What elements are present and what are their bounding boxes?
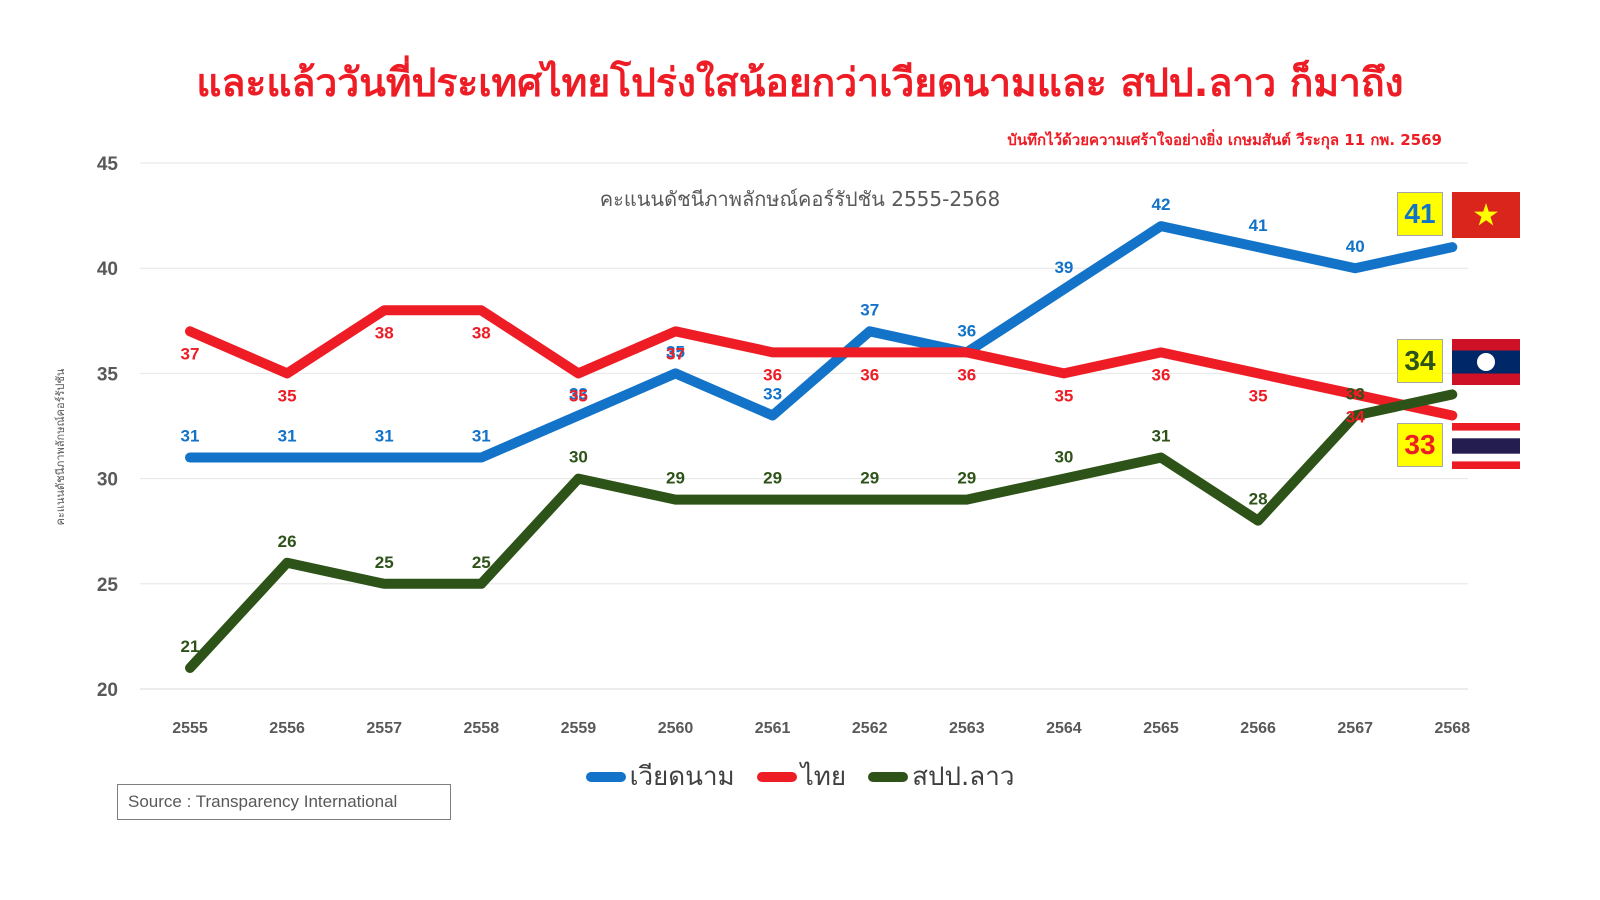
x-tick-label: 2560 bbox=[658, 720, 694, 737]
data-label-thailand: 37 bbox=[181, 344, 200, 363]
data-label-vietnam: 37 bbox=[860, 300, 879, 319]
y-tick-label: 30 bbox=[97, 470, 118, 491]
x-tick-label: 2557 bbox=[366, 720, 402, 737]
data-label-thailand: 38 bbox=[375, 323, 394, 342]
data-label-thailand: 36 bbox=[1152, 365, 1171, 384]
legend-swatch-thailand bbox=[756, 771, 797, 782]
x-tick-label: 2568 bbox=[1435, 720, 1471, 737]
data-label-vietnam: 40 bbox=[1346, 237, 1365, 256]
x-tick-label: 2564 bbox=[1046, 720, 1082, 737]
data-label-laos: 25 bbox=[472, 553, 491, 572]
data-label-vietnam: 31 bbox=[472, 427, 491, 446]
x-tick-label: 2566 bbox=[1240, 720, 1276, 737]
laos-flag-icon bbox=[1452, 339, 1520, 385]
data-label-vietnam: 36 bbox=[957, 321, 976, 340]
data-label-vietnam: 41 bbox=[1249, 216, 1268, 235]
legend-label-laos: สปป.ลาว bbox=[912, 762, 1015, 792]
source-note: Source : Transparency International bbox=[117, 784, 451, 820]
legend-swatch-vietnam bbox=[585, 771, 626, 782]
data-label-thailand: 36 bbox=[957, 365, 976, 384]
series-line-laos bbox=[185, 389, 1458, 673]
chart-legend: เวียดนาม ไทย สปป.ลาว bbox=[0, 756, 1600, 797]
data-label-laos: 26 bbox=[278, 532, 297, 551]
series-line-vietnam bbox=[185, 221, 1458, 463]
data-label-laos: 31 bbox=[1152, 427, 1171, 446]
data-label-laos: 29 bbox=[666, 469, 685, 488]
y-tick-label: 40 bbox=[97, 259, 118, 280]
legend-label-vietnam: เวียดนาม bbox=[629, 762, 735, 792]
y-tick-label: 20 bbox=[97, 680, 118, 701]
data-label-thailand: 36 bbox=[763, 365, 782, 384]
x-tick-label: 2562 bbox=[852, 720, 888, 737]
data-label-thailand: 35 bbox=[1249, 386, 1268, 405]
data-label-vietnam: 33 bbox=[569, 384, 588, 403]
y-axis-label: คะแนนดัชนีภาพลักษณ์คอร์รัปชัน bbox=[54, 368, 67, 525]
x-tick-label: 2565 bbox=[1143, 720, 1179, 737]
data-label-thailand: 34 bbox=[1346, 407, 1365, 426]
data-label-vietnam: 39 bbox=[1054, 258, 1073, 277]
data-label-thailand: 37 bbox=[666, 344, 685, 363]
data-label-laos: 29 bbox=[860, 469, 879, 488]
data-label-laos: 28 bbox=[1249, 490, 1268, 509]
x-tick-label: 2559 bbox=[561, 720, 597, 737]
legend-label-thailand: ไทย bbox=[800, 762, 847, 792]
data-label-laos: 30 bbox=[1054, 448, 1073, 467]
chart-title: คะแนนดัชนีภาพลักษณ์คอร์รัปชัน 2555-2568 bbox=[600, 187, 1000, 211]
y-tick-label: 45 bbox=[97, 154, 119, 175]
y-tick-label: 35 bbox=[97, 364, 119, 385]
data-label-vietnam: 31 bbox=[278, 427, 297, 446]
data-label-vietnam: 31 bbox=[375, 427, 394, 446]
data-label-laos: 29 bbox=[763, 469, 782, 488]
x-tick-label: 2558 bbox=[464, 720, 500, 737]
data-label-thailand: 35 bbox=[1054, 386, 1073, 405]
x-tick-label: 2555 bbox=[172, 720, 208, 737]
data-label-vietnam: 31 bbox=[181, 427, 200, 446]
badge-vietnam-value: 41 bbox=[1404, 198, 1436, 229]
badge-thailand: 33 bbox=[1397, 423, 1443, 467]
badge-vietnam: 41 bbox=[1397, 192, 1443, 236]
x-tick-label: 2567 bbox=[1337, 720, 1373, 737]
data-label-thailand: 35 bbox=[569, 386, 588, 405]
x-tick-label: 2563 bbox=[949, 720, 985, 737]
legend-item-thailand: ไทย bbox=[756, 756, 847, 797]
data-label-vietnam: 33 bbox=[763, 384, 782, 403]
data-label-thailand: 36 bbox=[860, 365, 879, 384]
thailand-flag-icon bbox=[1452, 423, 1520, 469]
data-label-laos: 21 bbox=[181, 637, 200, 656]
legend-item-vietnam: เวียดนาม bbox=[585, 756, 735, 797]
legend-item-laos: สปป.ลาว bbox=[868, 756, 1014, 797]
data-label-thailand: 35 bbox=[278, 386, 297, 405]
x-tick-label: 2556 bbox=[269, 720, 305, 737]
badge-laos: 34 bbox=[1397, 339, 1443, 383]
vietnam-flag-icon bbox=[1452, 192, 1520, 238]
data-label-vietnam: 42 bbox=[1152, 195, 1171, 214]
badge-thailand-value: 33 bbox=[1404, 429, 1436, 460]
page-subtitle: บันทึกไว้ด้วยความเศร้าใจอย่างยิ่ง เกษมสั… bbox=[1007, 131, 1442, 149]
data-label-laos: 25 bbox=[375, 553, 394, 572]
data-label-laos: 33 bbox=[1346, 384, 1365, 403]
data-label-laos: 30 bbox=[569, 448, 588, 467]
legend-swatch-laos bbox=[868, 771, 909, 782]
series-line-thailand bbox=[185, 305, 1458, 421]
data-label-laos: 29 bbox=[957, 469, 976, 488]
x-tick-label: 2561 bbox=[755, 720, 791, 737]
badge-laos-value: 34 bbox=[1404, 345, 1436, 376]
y-tick-label: 25 bbox=[97, 575, 119, 596]
page-title: และแล้ววันที่ประเทศไทยโปร่งใสน้อยกว่าเวี… bbox=[196, 61, 1404, 106]
data-label-thailand: 38 bbox=[472, 323, 491, 342]
data-label-vietnam: 35 bbox=[666, 342, 685, 361]
